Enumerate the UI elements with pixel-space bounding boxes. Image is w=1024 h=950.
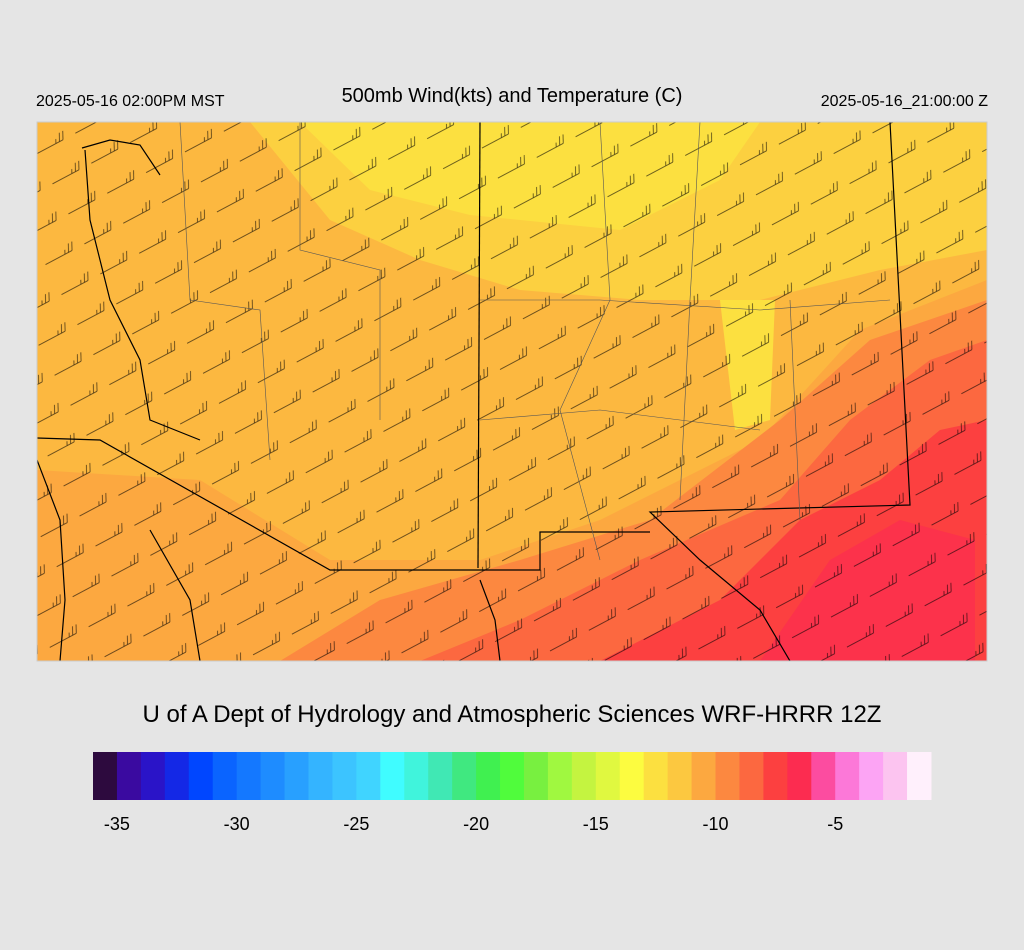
color-swatch (571, 752, 597, 800)
color-swatch (643, 752, 669, 800)
color-swatch (332, 752, 357, 800)
color-swatch (93, 752, 118, 800)
colorbar-tick-label: -5 (827, 814, 843, 834)
credit: U of A Dept of Hydrology and Atmospheric… (143, 701, 882, 728)
color-swatch (619, 752, 645, 800)
valid-local: 2025-05-16 02:00PM MST (36, 93, 225, 110)
map-frame (36, 121, 988, 662)
color-swatch (260, 752, 286, 800)
wind-barbs (37, 122, 987, 661)
color-swatch (523, 752, 549, 800)
colorbar-tick-label: -30 (224, 814, 250, 834)
colorbar: -35 -30 -25 -20 -15 -10 -5 (93, 752, 932, 834)
color-swatch (116, 752, 142, 800)
color-swatch (212, 752, 238, 800)
title: 500mb Wind(kts) and Temperature (C) (342, 85, 683, 107)
color-swatch (284, 752, 309, 800)
color-swatch (547, 752, 573, 800)
color-swatch (715, 752, 740, 800)
color-swatch (236, 752, 262, 800)
color-swatch (691, 752, 717, 800)
color-swatch (356, 752, 381, 800)
colorbar-tick-label: -15 (583, 814, 609, 834)
color-swatch (140, 752, 166, 800)
color-swatch (500, 752, 525, 800)
color-swatch (763, 752, 788, 800)
color-swatch (859, 752, 884, 800)
colorbar-tick-label: -25 (343, 814, 369, 834)
color-swatch (404, 752, 429, 800)
color-swatch (787, 752, 812, 800)
color-swatch (739, 752, 764, 800)
color-swatch (428, 752, 453, 800)
county-lines (179, 122, 891, 561)
color-swatch (835, 752, 860, 800)
valid-utc: 2025-05-16_21:00:00 Z (821, 93, 988, 110)
colorbar-tick-label: -35 (104, 814, 130, 834)
color-swatch (667, 752, 693, 800)
map (37, 122, 987, 661)
color-swatch (380, 752, 405, 800)
color-swatch (811, 752, 836, 800)
colorbar-tick-label: -10 (703, 814, 729, 834)
colorbar-tick-label: -20 (463, 814, 489, 834)
color-swatch (907, 752, 932, 800)
color-swatch (883, 752, 908, 800)
color-swatch (188, 752, 214, 800)
color-swatch (476, 752, 501, 800)
color-swatch (308, 752, 333, 800)
color-swatch (452, 752, 477, 800)
borders (37, 122, 911, 661)
color-swatch (595, 752, 621, 800)
color-swatch (164, 752, 190, 800)
